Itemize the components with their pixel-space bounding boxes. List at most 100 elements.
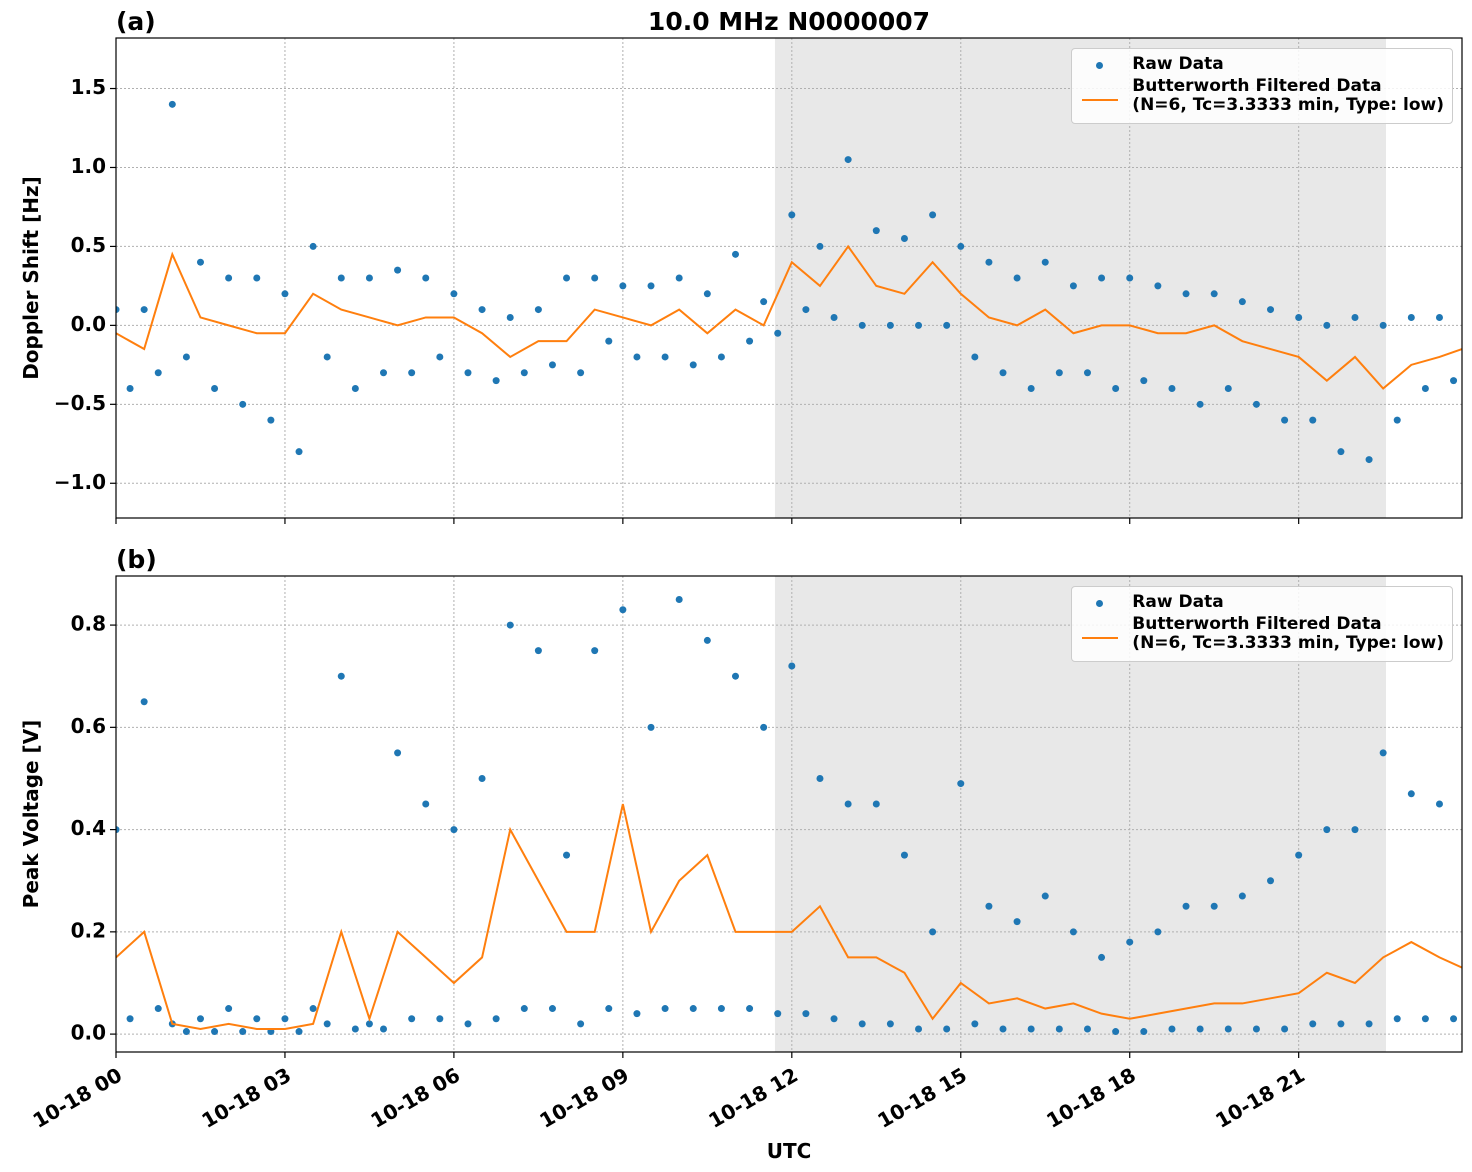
raw-point bbox=[478, 774, 486, 782]
raw-point bbox=[436, 1015, 444, 1023]
raw-point bbox=[1337, 1020, 1345, 1028]
x-tick-label: 10-18 06 bbox=[366, 1063, 464, 1133]
raw-point bbox=[760, 298, 768, 306]
raw-point bbox=[957, 242, 965, 250]
raw-point bbox=[830, 313, 838, 321]
raw-point bbox=[703, 290, 711, 298]
raw-point bbox=[253, 1015, 261, 1023]
raw-point bbox=[1055, 369, 1063, 377]
raw-point bbox=[1309, 1020, 1317, 1028]
raw-point bbox=[1210, 290, 1218, 298]
raw-point bbox=[1267, 306, 1275, 314]
raw-point bbox=[985, 902, 993, 910]
raw-point bbox=[154, 1005, 162, 1013]
raw-point bbox=[563, 851, 571, 859]
raw-point bbox=[1295, 851, 1303, 859]
raw-point bbox=[1168, 1025, 1176, 1033]
raw-point bbox=[1252, 1025, 1260, 1033]
raw-point bbox=[1393, 416, 1401, 424]
raw-point bbox=[436, 353, 444, 361]
raw-point bbox=[253, 274, 261, 282]
raw-point bbox=[295, 448, 303, 456]
raw-point bbox=[1323, 826, 1331, 834]
raw-point bbox=[506, 621, 514, 629]
raw-point bbox=[408, 369, 416, 377]
raw-point bbox=[309, 242, 317, 250]
raw-point bbox=[267, 416, 275, 424]
legend-key bbox=[1078, 77, 1120, 101]
raw-point bbox=[182, 1028, 190, 1036]
raw-point bbox=[1210, 902, 1218, 910]
raw-point bbox=[1083, 369, 1091, 377]
raw-point bbox=[422, 274, 430, 282]
raw-point bbox=[929, 211, 937, 219]
raw-point bbox=[211, 1028, 219, 1036]
raw-point bbox=[295, 1028, 303, 1036]
legend-line bbox=[1082, 99, 1119, 101]
raw-point bbox=[548, 1005, 556, 1013]
chart-title: 10.0 MHz N0000007 bbox=[648, 7, 930, 36]
raw-point bbox=[858, 321, 866, 329]
raw-point bbox=[1041, 892, 1049, 900]
raw-point bbox=[971, 353, 979, 361]
raw-point bbox=[182, 353, 190, 361]
raw-point bbox=[1435, 800, 1443, 808]
raw-point bbox=[1407, 790, 1415, 798]
raw-point bbox=[239, 400, 247, 408]
legend-label: Raw Data bbox=[1132, 592, 1224, 612]
raw-point bbox=[957, 780, 965, 788]
y-tick-label: 0.2 bbox=[71, 918, 106, 942]
raw-point bbox=[872, 227, 880, 235]
raw-point bbox=[858, 1020, 866, 1028]
raw-point bbox=[1126, 938, 1134, 946]
raw-point bbox=[1238, 298, 1246, 306]
x-axis-label: UTC bbox=[767, 1139, 812, 1163]
panel-label: (b) bbox=[116, 545, 157, 574]
raw-point bbox=[1281, 1025, 1289, 1033]
x-tick-label: 10-18 15 bbox=[873, 1063, 971, 1133]
raw-point bbox=[1407, 313, 1415, 321]
raw-point bbox=[464, 369, 472, 377]
raw-point bbox=[886, 321, 894, 329]
raw-point bbox=[1196, 1025, 1204, 1033]
filtered-line bbox=[116, 244, 1462, 390]
raw-point bbox=[1027, 385, 1035, 393]
raw-point bbox=[731, 672, 739, 680]
raw-point bbox=[520, 369, 528, 377]
legend-marker bbox=[1096, 62, 1104, 69]
raw-point bbox=[520, 1005, 528, 1013]
raw-point bbox=[1027, 1025, 1035, 1033]
raw-point bbox=[1083, 1025, 1091, 1033]
raw-point bbox=[1013, 274, 1021, 282]
raw-point bbox=[915, 321, 923, 329]
raw-point bbox=[647, 723, 655, 731]
raw-point bbox=[1450, 377, 1458, 385]
raw-point bbox=[1069, 282, 1077, 290]
raw-point bbox=[731, 250, 739, 258]
x-tick-label: 10-18 21 bbox=[1211, 1063, 1309, 1133]
raw-point bbox=[116, 826, 120, 834]
y-tick-label: 1.0 bbox=[71, 154, 106, 178]
y-tick-label: 1.5 bbox=[71, 75, 106, 99]
legend-key bbox=[1078, 615, 1120, 639]
raw-point bbox=[1281, 416, 1289, 424]
raw-point bbox=[943, 321, 951, 329]
raw-point bbox=[717, 353, 725, 361]
y-tick-label: 0.4 bbox=[71, 816, 106, 840]
legend-label: Raw Data bbox=[1132, 54, 1224, 74]
raw-point bbox=[661, 1005, 669, 1013]
raw-point bbox=[534, 306, 542, 314]
raw-point bbox=[1252, 400, 1260, 408]
raw-point bbox=[1435, 313, 1443, 321]
raw-point bbox=[844, 800, 852, 808]
legend-label: Butterworth Filtered Data (N=6, Tc=3.333… bbox=[1132, 76, 1444, 115]
raw-point bbox=[126, 385, 134, 393]
raw-point bbox=[450, 826, 458, 834]
raw-point bbox=[211, 385, 219, 393]
raw-point bbox=[323, 1020, 331, 1028]
raw-point bbox=[1055, 1025, 1063, 1033]
raw-point bbox=[900, 235, 908, 243]
raw-point bbox=[1379, 749, 1387, 757]
raw-point bbox=[830, 1015, 838, 1023]
